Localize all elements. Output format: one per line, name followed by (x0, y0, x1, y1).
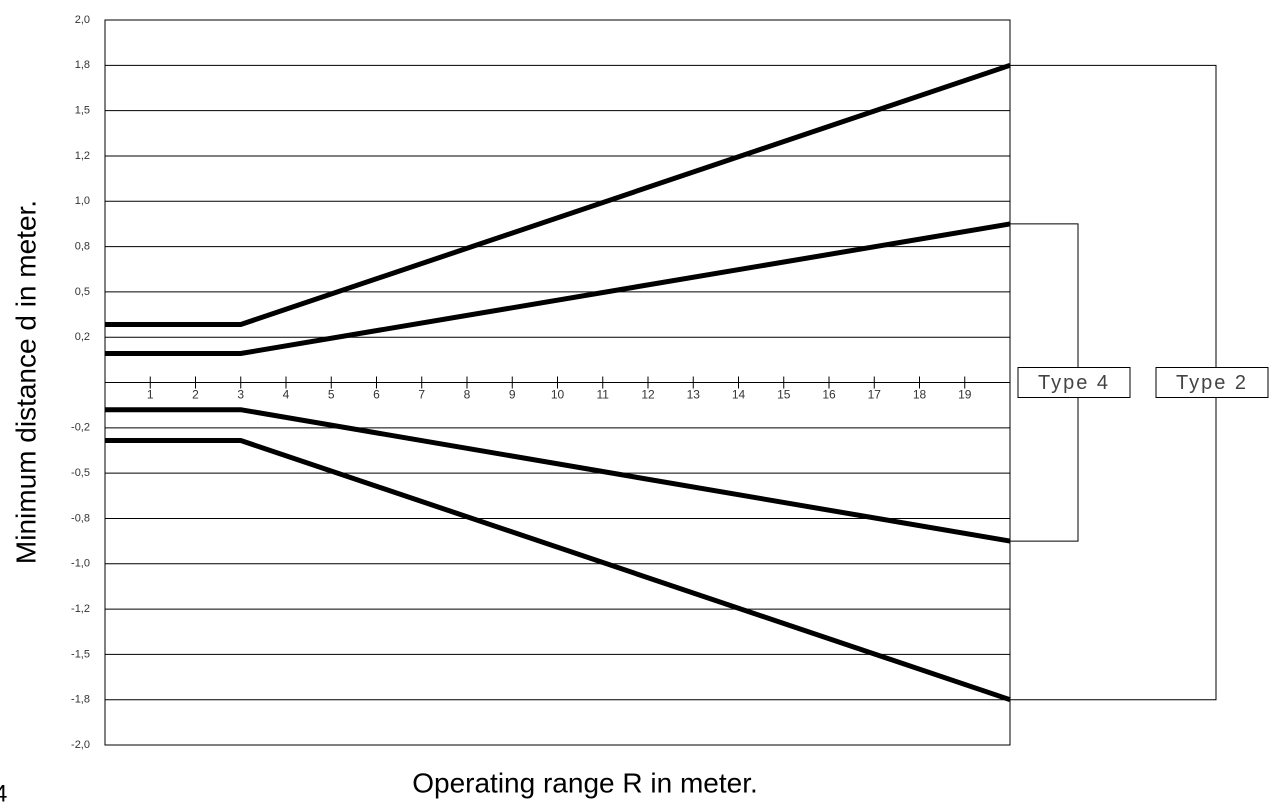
y-axis-label: Minimum distance d in meter. (10, 200, 41, 564)
y-tick-label: 0,2 (75, 331, 90, 343)
x-axis-label: Operating range R in meter. (412, 767, 758, 798)
y-tick-label: 1,5 (75, 105, 90, 117)
y-tick-label: -0,8 (71, 512, 90, 524)
x-tick-label: 10 (551, 388, 565, 402)
legend-box (1155, 367, 1269, 398)
y-tick-label: -0,2 (71, 422, 90, 434)
x-tick-label: 14 (732, 388, 746, 402)
x-tick-label: 17 (868, 388, 882, 402)
x-tick-label: 18 (913, 388, 927, 402)
x-tick-label: 6 (373, 388, 380, 402)
y-tick-label: 2,0 (75, 14, 90, 26)
x-tick-label: 9 (509, 388, 516, 402)
y-tick-label: 1,2 (75, 150, 90, 162)
x-tick-label: 2 (192, 388, 199, 402)
series-line (105, 221, 1011, 356)
y-tick-label: -1,8 (71, 694, 90, 706)
corner-label: 4 (0, 780, 7, 803)
y-tick-label: -2,0 (71, 739, 90, 751)
legend-label: Type 2 (1176, 372, 1248, 394)
x-tick-label: 8 (464, 388, 471, 402)
y-tick-label: 0,8 (75, 240, 90, 252)
x-tick-label: 15 (777, 388, 791, 402)
x-tick-label: 13 (687, 388, 701, 402)
x-tick-label: 3 (237, 388, 244, 402)
x-tick-label: 12 (641, 388, 655, 402)
y-tick-label: 1,0 (75, 195, 90, 207)
x-tick-label: 19 (958, 388, 972, 402)
x-tick-label: 16 (822, 388, 836, 402)
y-tick-label: -1,2 (71, 603, 90, 615)
y-tick-label: -1,0 (71, 558, 90, 570)
y-tick-label: 1,8 (75, 59, 90, 71)
series-line (105, 407, 1011, 544)
x-tick-label: 5 (328, 388, 335, 402)
series-line (105, 62, 1011, 327)
x-tick-label: 1 (147, 388, 154, 402)
x-tick-label: 7 (418, 388, 425, 402)
y-tick-label: -1,5 (71, 648, 90, 660)
y-tick-label: -0,5 (71, 467, 90, 479)
legend-box (1017, 367, 1131, 398)
x-tick-label: 11 (597, 388, 610, 402)
series-line (105, 438, 1011, 703)
x-tick-label: 4 (283, 388, 290, 402)
y-tick-label: 0,5 (75, 286, 90, 298)
legend-label: Type 4 (1038, 372, 1110, 394)
